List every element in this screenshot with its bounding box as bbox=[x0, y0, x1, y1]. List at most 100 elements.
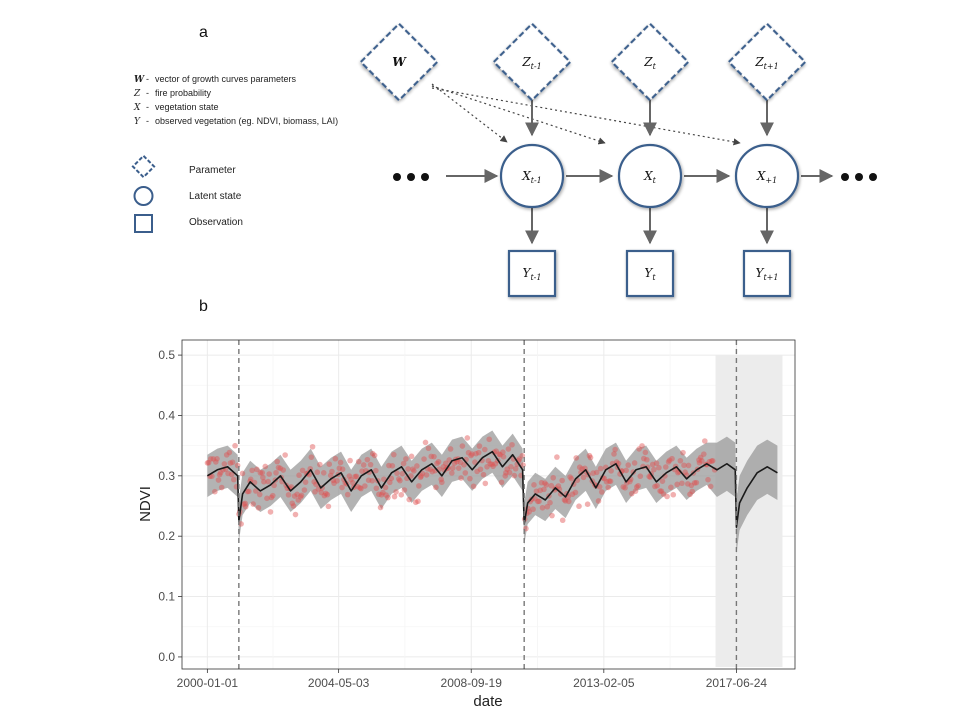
ndvi-observation-point bbox=[632, 488, 639, 494]
ndvi-observation-point bbox=[285, 492, 292, 498]
z-parameter-node-t bbox=[610, 22, 690, 102]
ndvi-observation-point bbox=[651, 466, 657, 473]
ndvi-observation-point bbox=[369, 450, 376, 457]
ndvi-observation-point bbox=[249, 467, 255, 474]
ndvi-observation-point bbox=[620, 484, 627, 490]
ndvi-observation-point bbox=[587, 454, 594, 461]
ndvi-observation-point bbox=[636, 446, 642, 452]
ndvi-observation-point bbox=[391, 493, 398, 500]
y-node-label-t: Yt bbox=[644, 265, 656, 283]
ndvi-observations bbox=[204, 435, 718, 532]
ndvi-observation-point bbox=[244, 488, 251, 495]
ndvi-observation-point bbox=[438, 476, 444, 483]
ndvi-observation-point bbox=[353, 473, 360, 480]
ndvi-observation-point bbox=[490, 463, 496, 470]
ndvi-observation-point bbox=[365, 477, 372, 484]
ndvi-observation-point bbox=[314, 469, 321, 476]
ndvi-observation-point bbox=[544, 503, 551, 510]
ndvi-observation-point bbox=[658, 488, 665, 494]
ndvi-observation-point bbox=[215, 477, 222, 483]
ndvi-observation-point bbox=[637, 473, 644, 480]
ndvi-observation-point bbox=[230, 476, 237, 483]
ndvi-observation-point bbox=[475, 449, 482, 456]
y-tick-label: 0.0 bbox=[158, 650, 175, 664]
ndvi-observation-point bbox=[457, 459, 464, 466]
ndvi-observation-point bbox=[321, 492, 328, 499]
ndvi-observation-point bbox=[377, 504, 384, 511]
panel-label-b: b bbox=[199, 298, 208, 315]
ndvi-observation-point bbox=[646, 473, 652, 480]
ndvi-observation-point bbox=[666, 457, 673, 464]
ndvi-observation-point bbox=[497, 451, 503, 458]
ndvi-observation-point bbox=[607, 478, 614, 485]
ndvi-observation-point bbox=[668, 484, 674, 491]
ndvi-observation-point bbox=[360, 462, 367, 468]
w-to-x1-arrow bbox=[431, 83, 508, 143]
ndvi-observation-point bbox=[623, 467, 629, 474]
ndvi-observation-point bbox=[605, 484, 611, 491]
w-to-x2-arrow bbox=[431, 85, 606, 145]
ndvi-observation-point bbox=[253, 488, 259, 494]
ndvi-observation-point bbox=[347, 457, 353, 464]
ndvi-observation-point bbox=[388, 475, 395, 482]
ndvi-observation-point bbox=[567, 474, 573, 480]
ndvi-observation-point bbox=[696, 459, 703, 466]
ndvi-observation-point bbox=[657, 488, 663, 494]
chart-grid bbox=[182, 340, 795, 669]
ndvi-observation-point bbox=[294, 491, 300, 498]
ndvi-observation-point bbox=[277, 465, 284, 472]
ndvi-observation-point bbox=[204, 460, 211, 466]
ndvi-observation-point bbox=[681, 462, 687, 469]
ndvi-observation-point bbox=[394, 470, 400, 476]
ndvi-observation-point bbox=[689, 488, 696, 495]
ndvi-observation-point bbox=[290, 503, 297, 509]
x-node-label-t-plus-1: X+1 bbox=[756, 168, 778, 186]
ndvi-observation-point bbox=[709, 457, 716, 464]
definition-z-symbol: Z bbox=[134, 89, 141, 99]
ndvi-observation-point bbox=[572, 489, 579, 496]
ndvi-observation-point bbox=[708, 458, 715, 464]
ndvi-observation-point bbox=[561, 497, 568, 503]
ndvi-observation-point bbox=[549, 512, 555, 519]
ndvi-observation-point bbox=[506, 469, 513, 476]
legend-latent-circle bbox=[133, 186, 154, 206]
ndvi-observation-point bbox=[209, 473, 215, 480]
ndvi-observation-point bbox=[400, 460, 407, 467]
ndvi-observation-point bbox=[462, 470, 469, 476]
ndvi-observation-point bbox=[380, 489, 386, 496]
ndvi-observation-point bbox=[398, 492, 405, 498]
ndvi-observation-point bbox=[473, 450, 479, 457]
ndvi-observation-point bbox=[500, 449, 506, 455]
ndvi-observation-point bbox=[344, 491, 351, 498]
ndvi-observation-point bbox=[264, 495, 270, 502]
ndvi-observation-point bbox=[210, 456, 217, 462]
ndvi-observation-point bbox=[419, 470, 426, 477]
ndvi-observation-point bbox=[302, 479, 309, 485]
legend-latent-label: Latent state bbox=[189, 191, 242, 202]
x-tick-label: 2008-09-19 bbox=[441, 676, 503, 690]
ndvi-observation-point bbox=[596, 484, 603, 490]
ndvi-observation-point bbox=[355, 458, 362, 465]
ndvi-observation-point bbox=[696, 457, 702, 463]
x-node-label-t: Xt bbox=[644, 168, 656, 186]
ndvi-observation-point bbox=[267, 509, 274, 515]
ndvi-observation-point bbox=[386, 462, 392, 469]
ndvi-observation-point bbox=[234, 462, 241, 469]
ndvi-observation-point bbox=[566, 498, 572, 505]
definition-z: Z - fire probability bbox=[134, 88, 212, 99]
z-node-label-t-plus-1: Zt+1 bbox=[755, 54, 779, 72]
ndvi-observation-point bbox=[336, 465, 343, 472]
ndvi-observation-point bbox=[395, 476, 402, 482]
ndvi-observation-point bbox=[547, 499, 553, 506]
ndvi-observation-point bbox=[352, 473, 358, 480]
ndvi-observation-point bbox=[418, 473, 424, 479]
ndvi-observation-point bbox=[669, 455, 675, 462]
ndvi-observation-point bbox=[414, 463, 420, 469]
ndvi-observation-point bbox=[660, 491, 667, 497]
ndvi-observation-point bbox=[291, 493, 298, 499]
ndvi-observation-point bbox=[327, 472, 334, 479]
ndvi-observation-point bbox=[280, 467, 287, 473]
ndvi-observation-point bbox=[429, 468, 436, 475]
ndvi-observation-point bbox=[326, 461, 333, 467]
ndvi-observation-point bbox=[320, 470, 327, 476]
